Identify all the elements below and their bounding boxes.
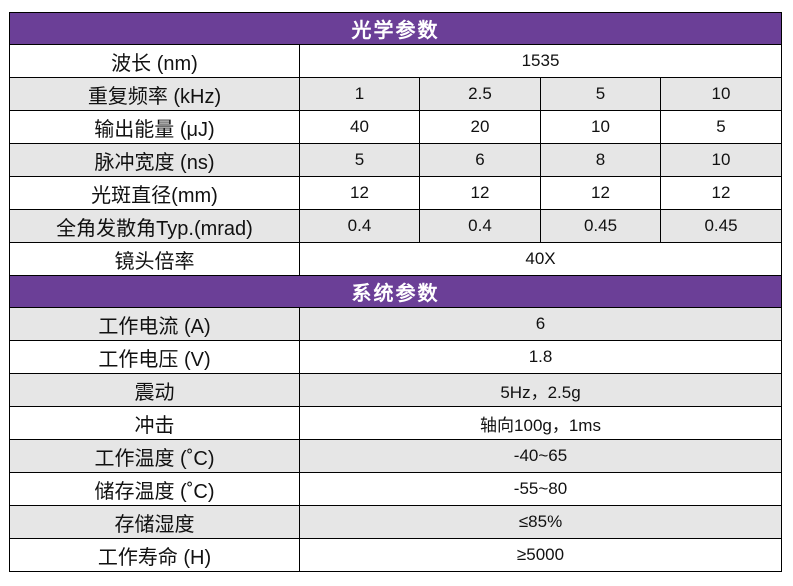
table-row: 震动 5Hz，2.5g bbox=[9, 373, 783, 407]
current-value: 6 bbox=[298, 307, 783, 341]
table-row: 工作电流 (A) 6 bbox=[9, 307, 783, 341]
energy-label: 输出能量 (μJ) bbox=[9, 110, 300, 144]
energy-value: 5 bbox=[659, 110, 783, 144]
storage-temp-label: 储存温度 (˚C) bbox=[9, 472, 300, 506]
table-row: 储存温度 (˚C) -55~80 bbox=[9, 472, 783, 506]
table-row: 脉冲宽度 (ns) 5 6 8 10 bbox=[9, 143, 783, 177]
divergence-value: 0.45 bbox=[659, 209, 783, 243]
energy-value: 20 bbox=[419, 110, 541, 144]
table-row: 波长 (nm) 1535 bbox=[9, 44, 783, 78]
table-row: 镜头倍率 40X bbox=[9, 242, 783, 276]
humidity-label: 存储湿度 bbox=[9, 505, 300, 539]
energy-value: 10 bbox=[540, 110, 661, 144]
vibration-value: 5Hz，2.5g bbox=[298, 373, 783, 407]
pulse-width-value: 6 bbox=[419, 143, 541, 177]
operating-temp-label: 工作温度 (˚C) bbox=[9, 439, 300, 473]
wavelength-value: 1535 bbox=[298, 44, 783, 78]
table-row: 工作寿命 (H) ≥5000 bbox=[9, 538, 783, 572]
divergence-value: 0.4 bbox=[299, 209, 420, 243]
voltage-label: 工作电压 (V) bbox=[9, 340, 300, 374]
voltage-value: 1.8 bbox=[298, 340, 783, 374]
lifetime-label: 工作寿命 (H) bbox=[9, 538, 300, 572]
table-row: 光斑直径(mm) 12 12 12 12 bbox=[9, 176, 783, 210]
table-row: 工作温度 (˚C) -40~65 bbox=[9, 439, 783, 473]
optical-section-title: 光学参数 bbox=[8, 12, 783, 45]
spot-diameter-value: 12 bbox=[419, 176, 541, 210]
rep-rate-value: 5 bbox=[540, 77, 661, 111]
spot-diameter-label: 光斑直径(mm) bbox=[9, 176, 300, 210]
table-row: 重复频率 (kHz) 1 2.5 5 10 bbox=[9, 77, 783, 111]
divergence-label: 全角发散角Typ.(mrad) bbox=[9, 209, 300, 243]
system-section-header: 系统参数 bbox=[8, 275, 783, 308]
storage-temp-value: -55~80 bbox=[298, 472, 783, 506]
magnification-label: 镜头倍率 bbox=[9, 242, 300, 276]
lifetime-value: ≥5000 bbox=[298, 538, 783, 572]
magnification-value: 40X bbox=[298, 242, 783, 276]
spec-table: 光学参数 波长 (nm) 1535 重复频率 (kHz) 1 2.5 5 10 … bbox=[8, 12, 783, 572]
divergence-value: 0.45 bbox=[540, 209, 661, 243]
rep-rate-value: 2.5 bbox=[419, 77, 541, 111]
pulse-width-value: 10 bbox=[659, 143, 783, 177]
table-row: 冲击 轴向100g，1ms bbox=[9, 406, 783, 440]
divergence-value: 0.4 bbox=[419, 209, 541, 243]
rep-rate-label: 重复频率 (kHz) bbox=[9, 77, 300, 111]
rep-rate-value: 1 bbox=[299, 77, 420, 111]
operating-temp-value: -40~65 bbox=[298, 439, 783, 473]
table-row: 全角发散角Typ.(mrad) 0.4 0.4 0.45 0.45 bbox=[9, 209, 783, 243]
spot-diameter-value: 12 bbox=[540, 176, 661, 210]
spot-diameter-value: 12 bbox=[299, 176, 420, 210]
energy-value: 40 bbox=[299, 110, 420, 144]
table-row: 输出能量 (μJ) 40 20 10 5 bbox=[9, 110, 783, 144]
spot-diameter-value: 12 bbox=[659, 176, 783, 210]
optical-section-header: 光学参数 bbox=[8, 12, 783, 45]
pulse-width-value: 5 bbox=[299, 143, 420, 177]
rep-rate-value: 10 bbox=[659, 77, 783, 111]
pulse-width-label: 脉冲宽度 (ns) bbox=[9, 143, 300, 177]
table-row: 工作电压 (V) 1.8 bbox=[9, 340, 783, 374]
wavelength-label: 波长 (nm) bbox=[9, 44, 300, 78]
humidity-value: ≤85% bbox=[298, 505, 783, 539]
shock-value: 轴向100g，1ms bbox=[298, 406, 783, 440]
current-label: 工作电流 (A) bbox=[9, 307, 300, 341]
system-section-title: 系统参数 bbox=[8, 275, 783, 308]
pulse-width-value: 8 bbox=[540, 143, 661, 177]
shock-label: 冲击 bbox=[9, 406, 300, 440]
vibration-label: 震动 bbox=[9, 373, 300, 407]
table-row: 存储湿度 ≤85% bbox=[9, 505, 783, 539]
